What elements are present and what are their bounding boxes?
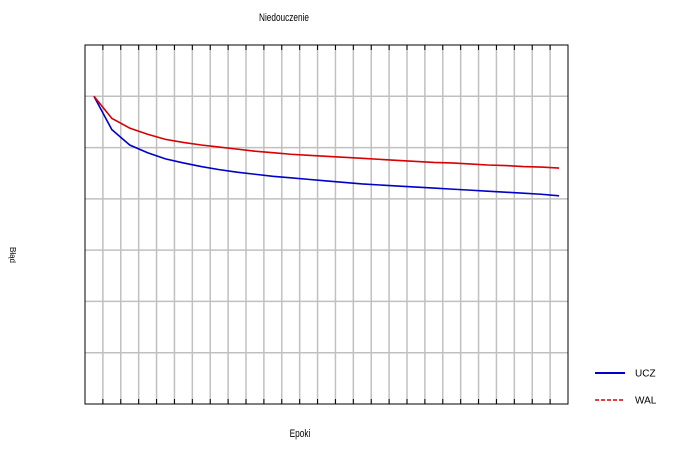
- data-line: [93, 95, 560, 169]
- plot-frame: [84, 44, 569, 405]
- y-axis-label: Błąd: [8, 247, 17, 263]
- legend-label: UCZ: [635, 369, 656, 380]
- legend-label: WAL: [635, 396, 657, 407]
- x-axis-label: Epoki: [290, 428, 311, 440]
- data-line: [93, 95, 560, 197]
- chart-title: Niedouczenie: [259, 12, 309, 24]
